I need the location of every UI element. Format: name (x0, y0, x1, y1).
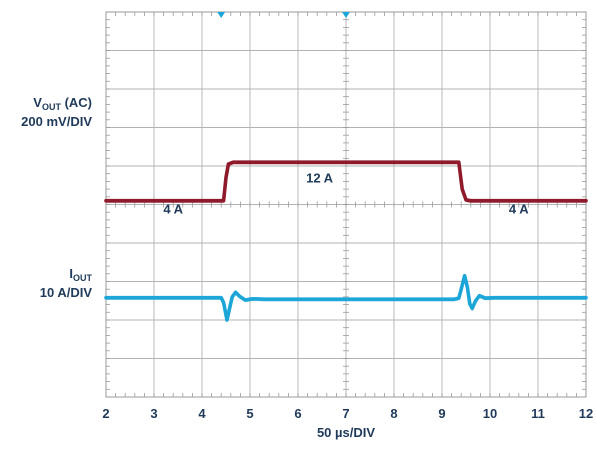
level-label: 4 A (163, 201, 183, 216)
iout-channel-label: IOUT (69, 266, 92, 283)
x-tick-label: 7 (342, 406, 349, 421)
vout-scale-label: 200 mV/DIV (21, 114, 92, 129)
level-label: 12 A (306, 171, 334, 186)
x-tick-label: 11 (531, 406, 545, 421)
x-tick-label: 3 (150, 406, 157, 421)
x-tick-label: 5 (246, 406, 253, 421)
x-tick-label: 2 (102, 406, 109, 421)
x-tick-label: 8 (390, 406, 397, 421)
x-tick-labels: 2 3 4 5 6 7 8 9 10 11 12 (102, 406, 593, 421)
iout-scale-label: 10 A/DIV (40, 285, 93, 300)
x-tick-label: 12 (579, 406, 593, 421)
x-tick-label: 6 (294, 406, 301, 421)
x-tick-label: 9 (438, 406, 445, 421)
level-label: 4 A (509, 201, 529, 216)
vout-channel-label: VOUT (AC) (33, 95, 92, 112)
x-axis-label: 50 µs/DIV (317, 425, 375, 440)
x-tick-label: 10 (483, 406, 497, 421)
x-tick-label: 4 (198, 406, 206, 421)
